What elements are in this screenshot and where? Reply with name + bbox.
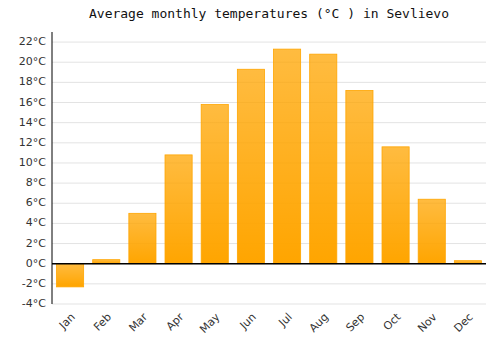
bars [57,49,482,287]
bar [201,105,228,264]
bar [57,264,84,287]
grid-line [52,102,486,103]
grid-line [52,304,486,305]
y-tick-label: 18°C [19,75,46,88]
grid [52,42,486,304]
x-tick-label: Nov [415,310,440,335]
grid-line [52,162,486,163]
x-tick-label: Dec [451,311,475,335]
y-tick-label: 16°C [19,96,46,109]
y-tick-label: 0°C [26,257,46,270]
bar [382,147,409,264]
bar [310,54,337,264]
y-tick-label: 20°C [19,55,46,68]
grid-line [52,142,486,143]
bar [237,69,264,263]
chart-container: -4°C -2°C 0°C 2°C 4°C 6°C 8°C 10°C 12°C 14°C 16°C 1… [0,0,500,350]
y-tick-label: 4°C [26,216,46,229]
chart-svg: -4°C -2°C 0°C 2°C 4°C 6°C 8°C 10°C 12°C 14°C 16°C 1… [0,0,500,350]
grid-line [52,42,486,43]
y-tick-label: -4°C [22,297,46,310]
y-tick-label: 6°C [26,196,46,209]
grid-line [52,263,486,264]
x-ticks: Jan Feb Mar Apr May Jun Jul Aug Sep Oct Nov Dec [56,310,476,336]
y-tick-label: 12°C [19,136,46,149]
x-tick-label: Jul [276,311,295,330]
y-tick-label: 10°C [19,156,46,169]
bar [346,90,373,263]
y-tick-label: 8°C [26,176,46,189]
x-tick-label: Sep [343,311,367,335]
bar [274,49,301,264]
x-tick-label: Mar [126,310,150,334]
x-tick-label: May [197,310,223,336]
y-tick-label: 22°C [19,35,46,48]
x-tick-label: Apr [164,310,187,333]
grid-line [52,183,486,184]
y-tick-label: 2°C [26,237,46,250]
bar [418,199,445,263]
zero-line [52,263,486,265]
x-tick-label: Feb [91,311,114,334]
y-ticks: -4°C -2°C 0°C 2°C 4°C 6°C 8°C 10°C 12°C 14°C 16°C 1… [19,35,46,310]
x-tick-label: Jun [237,311,259,333]
y-tick-label: -2°C [22,277,46,290]
y-axis-line [52,32,53,304]
y-tick-label: 14°C [19,116,46,129]
x-tick-label: Jan [56,311,78,333]
title: Average monthly temperatures (°C ) in Se… [89,6,449,21]
grid-line [52,82,486,83]
grid-line [52,62,486,63]
bar [129,213,156,263]
x-tick-label: Oct [381,310,404,333]
bar [165,155,192,264]
grid-line [52,122,486,123]
x-tick-label: Aug [307,311,331,335]
grid-line [52,283,486,284]
